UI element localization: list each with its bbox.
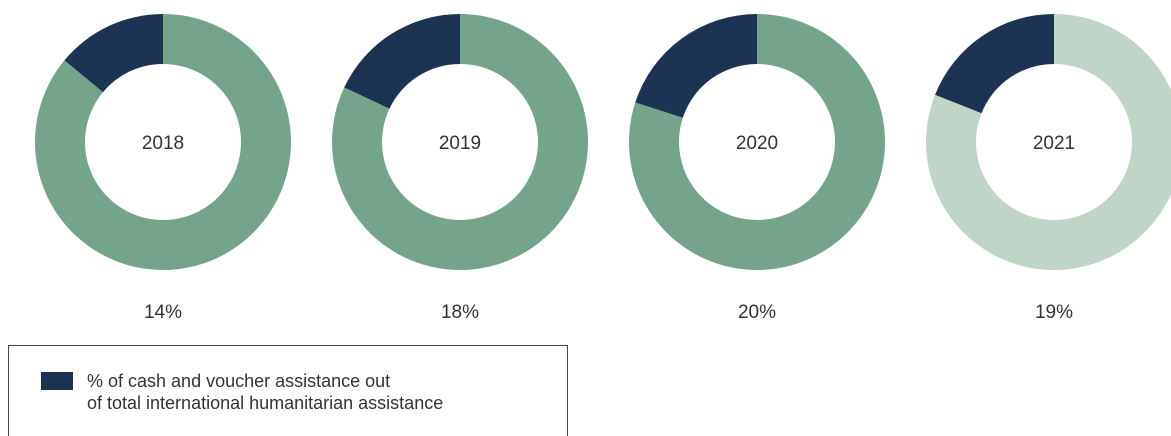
legend: % of cash and voucher assistance out of … [8,345,568,436]
slice-cash-voucher-2019 [344,14,460,109]
slice-remainder-2019 [331,14,588,270]
donut-percent-label: 18% [441,302,479,323]
donut-percent-label: 14% [144,302,182,323]
slice-cash-voucher-2020 [635,14,757,118]
donut-2018: 2018 14% [34,14,292,323]
donut-year-label: 2020 [736,133,778,154]
donut-percent-label: 19% [1035,302,1073,323]
legend-label: % of cash and voucher assistance out of … [87,370,547,414]
slice-remainder-2021 [926,14,1171,270]
donut-2020: 2020 20% [629,14,886,323]
donut-2019: 2019 18% [331,14,588,323]
slice-remainder-2020 [629,14,886,270]
donut-percent-label: 20% [738,302,776,323]
donut-year-label: 2019 [439,133,481,154]
slice-cash-voucher-2021 [934,14,1054,114]
donut-2021: 2021 19% [926,14,1171,323]
slice-remainder-2018 [34,14,292,270]
legend-label-line-2: of total international humanitarian assi… [87,393,444,413]
legend-label-line-1: % of cash and voucher assistance out [87,371,391,391]
legend-swatch [41,372,73,390]
donut-year-label: 2021 [1033,133,1075,154]
donut-year-label: 2018 [142,133,184,154]
slice-cash-voucher-2018 [64,14,163,93]
